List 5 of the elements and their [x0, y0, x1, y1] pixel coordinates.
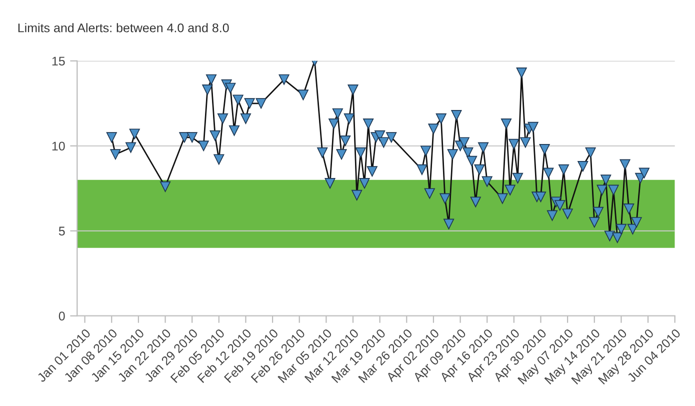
chart-title: Limits and Alerts: between 4.0 and 8.0: [18, 23, 229, 32]
y-tick-label: 10: [52, 142, 65, 151]
y-tick-label: 15: [52, 56, 65, 66]
y-tick-label: 0: [58, 312, 65, 321]
y-tick-label: 5: [58, 226, 65, 236]
